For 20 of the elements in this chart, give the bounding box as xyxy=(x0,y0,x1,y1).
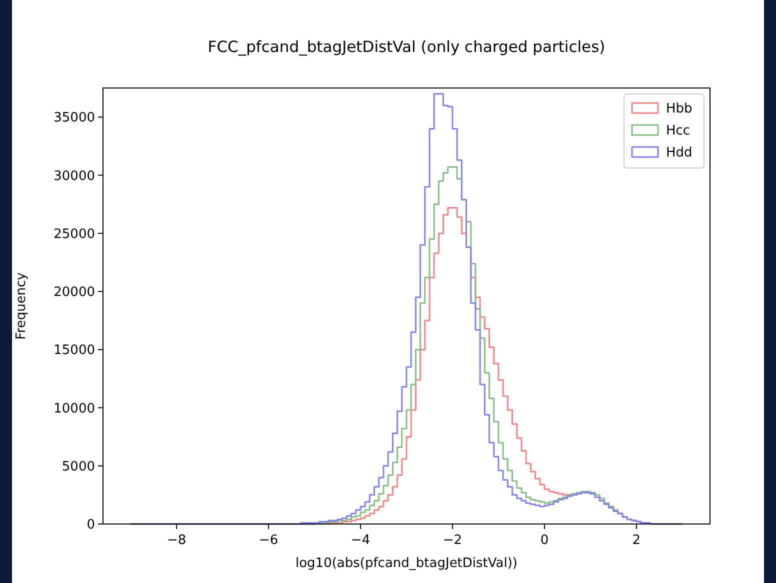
x-axis-title: log10(abs(pfcand_btagJetDistVal)) xyxy=(295,556,518,571)
y-axis-title: Frequency xyxy=(14,272,29,340)
x-tick-label: −4 xyxy=(350,533,370,548)
legend-label: Hdd xyxy=(666,146,692,161)
x-tick-label: −8 xyxy=(166,533,186,548)
y-tick-label: 15000 xyxy=(54,343,95,358)
legend-label: Hbb xyxy=(666,102,692,117)
y-tick-label: 20000 xyxy=(54,285,95,300)
y-tick-label: 10000 xyxy=(54,401,95,416)
y-tick-label: 35000 xyxy=(54,110,95,126)
x-tick-label: 0 xyxy=(540,533,549,548)
y-tick-label: 5000 xyxy=(62,459,95,474)
x-tick-label: −2 xyxy=(442,533,462,548)
chart-title: FCC_pfcand_btagJetDistVal (only charged particles) xyxy=(208,38,606,56)
x-tick-label: 2 xyxy=(632,533,641,548)
y-tick-label: 30000 xyxy=(54,168,95,184)
y-tick-label: 25000 xyxy=(54,226,95,242)
x-tick-label: −6 xyxy=(258,533,278,548)
legend-label: Hcc xyxy=(666,124,690,139)
y-tick-label: 0 xyxy=(86,518,95,533)
